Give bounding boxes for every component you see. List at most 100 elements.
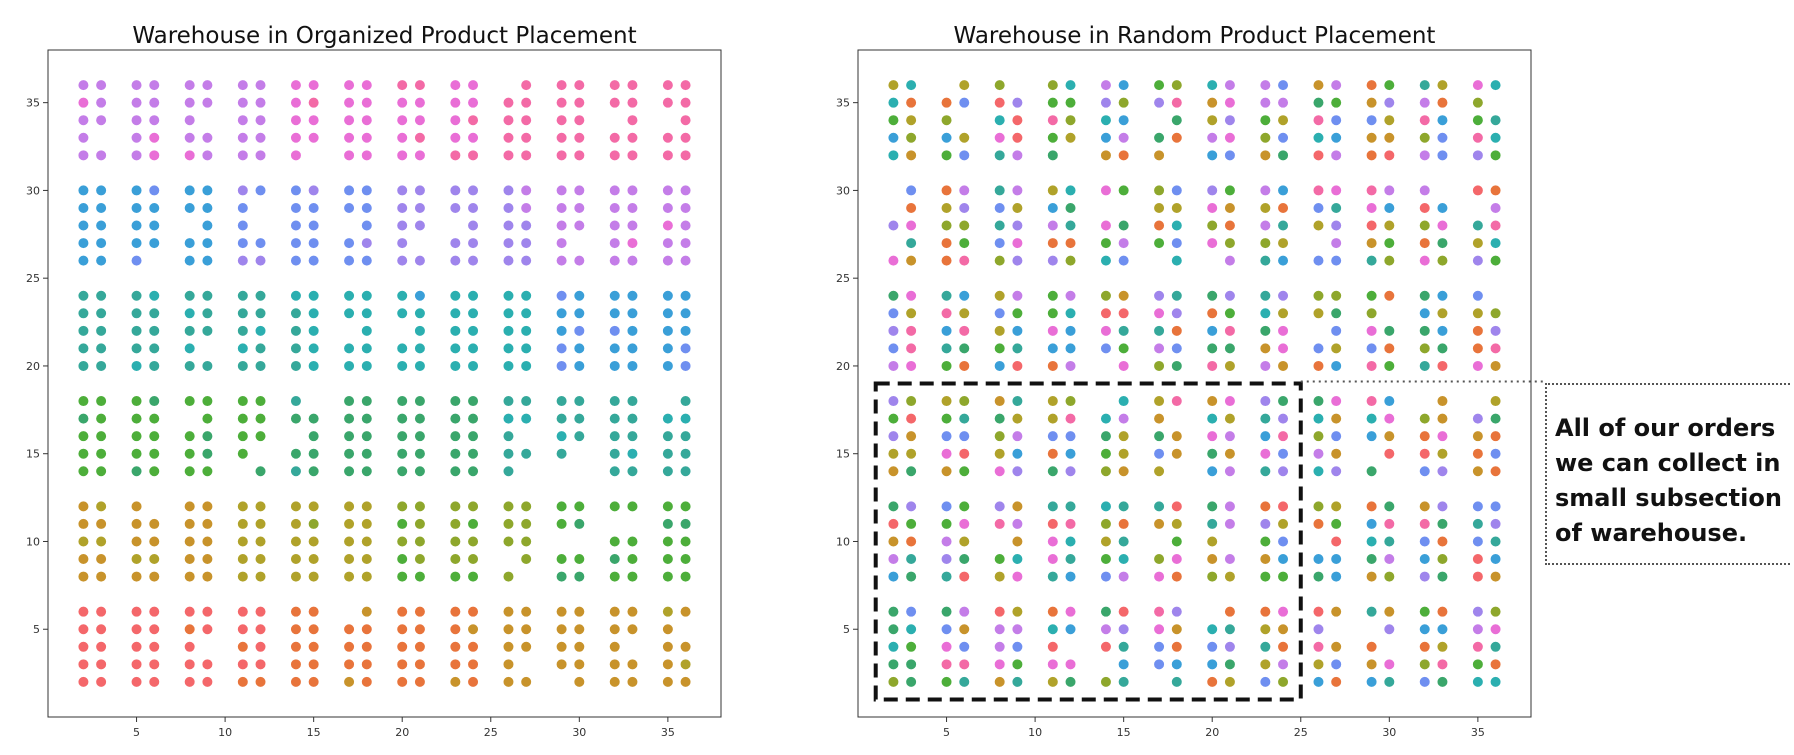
data-point (1418, 658, 1431, 671)
x-tick-label: 20 (1205, 726, 1219, 739)
data-point (1064, 219, 1077, 232)
data-point (679, 430, 692, 442)
y-tick-label: 15 (836, 448, 850, 461)
data-point (940, 237, 953, 249)
data-point (502, 254, 515, 267)
data-point (1153, 219, 1165, 232)
data-point (608, 676, 621, 688)
data-point (130, 289, 143, 302)
data-point (1064, 623, 1077, 636)
data-point (130, 412, 143, 425)
data-point (502, 149, 515, 162)
data-point (993, 605, 1006, 618)
data-point (1153, 553, 1165, 565)
data-point (1047, 237, 1059, 249)
data-point (905, 342, 917, 355)
data-point (95, 395, 107, 407)
data-point (993, 465, 1006, 478)
data-point (1259, 605, 1272, 618)
data-point (1277, 605, 1289, 618)
data-point (449, 623, 462, 636)
data-point (1489, 412, 1502, 425)
data-point (1170, 114, 1183, 127)
data-point (1259, 535, 1272, 548)
data-point (467, 307, 479, 320)
data-point (290, 535, 302, 548)
data-point (254, 289, 267, 302)
data-point (1153, 96, 1165, 109)
data-point (130, 96, 143, 109)
data-point (130, 570, 143, 583)
data-point (396, 289, 409, 302)
data-point (414, 96, 426, 109)
data-point (254, 623, 267, 636)
data-point (201, 605, 214, 618)
data-point (449, 640, 462, 653)
data-point (1365, 465, 1378, 478)
data-point (1489, 518, 1502, 530)
data-point (1064, 395, 1077, 407)
data-point (396, 342, 409, 355)
data-point (502, 465, 515, 478)
data-point (905, 570, 917, 583)
data-point (1206, 535, 1219, 548)
data-point (555, 114, 568, 127)
data-point (958, 219, 971, 232)
data-point (1418, 518, 1431, 530)
data-point (1100, 114, 1112, 127)
data-point (130, 553, 143, 565)
data-point (183, 342, 196, 355)
data-point (1489, 535, 1502, 548)
data-point (77, 289, 90, 302)
data-point (1489, 623, 1502, 636)
data-point (1436, 430, 1449, 442)
data-point (1047, 360, 1059, 372)
data-point (449, 184, 462, 197)
data-point (1064, 570, 1077, 583)
data-point (449, 553, 462, 565)
data-point (307, 114, 320, 127)
data-point (573, 114, 586, 127)
data-point (343, 412, 355, 425)
data-point (1170, 289, 1183, 302)
data-point (290, 131, 302, 144)
data-point (1383, 430, 1396, 442)
data-point (343, 395, 355, 407)
data-point (1259, 500, 1272, 513)
data-point (1472, 570, 1484, 583)
data-point (1064, 447, 1077, 460)
data-point (1117, 500, 1130, 513)
data-point (905, 184, 917, 197)
data-point (555, 518, 568, 530)
data-point (679, 640, 692, 653)
data-point (993, 237, 1006, 249)
data-point (290, 658, 302, 671)
data-point (360, 658, 373, 671)
x-tick-label: 10 (218, 726, 232, 739)
data-point (679, 307, 692, 320)
data-point (958, 202, 971, 214)
data-point (905, 640, 917, 653)
data-point (958, 430, 971, 442)
data-point (520, 114, 532, 127)
data-point (1153, 430, 1165, 442)
data-point (467, 640, 479, 653)
x-tick-label: 20 (395, 726, 409, 739)
data-point (360, 518, 373, 530)
data-point (290, 149, 302, 162)
data-point (573, 570, 586, 583)
data-point (940, 202, 953, 214)
data-point (148, 605, 161, 618)
data-point (958, 79, 971, 91)
data-point (414, 640, 426, 653)
data-point (679, 553, 692, 565)
data-point (502, 395, 515, 407)
data-point (1418, 149, 1431, 162)
data-point (1418, 289, 1431, 302)
data-point (958, 237, 971, 249)
data-point (1330, 325, 1342, 337)
data-point (887, 412, 900, 425)
data-point (626, 676, 639, 688)
data-point (1489, 500, 1502, 513)
data-point (662, 553, 674, 565)
